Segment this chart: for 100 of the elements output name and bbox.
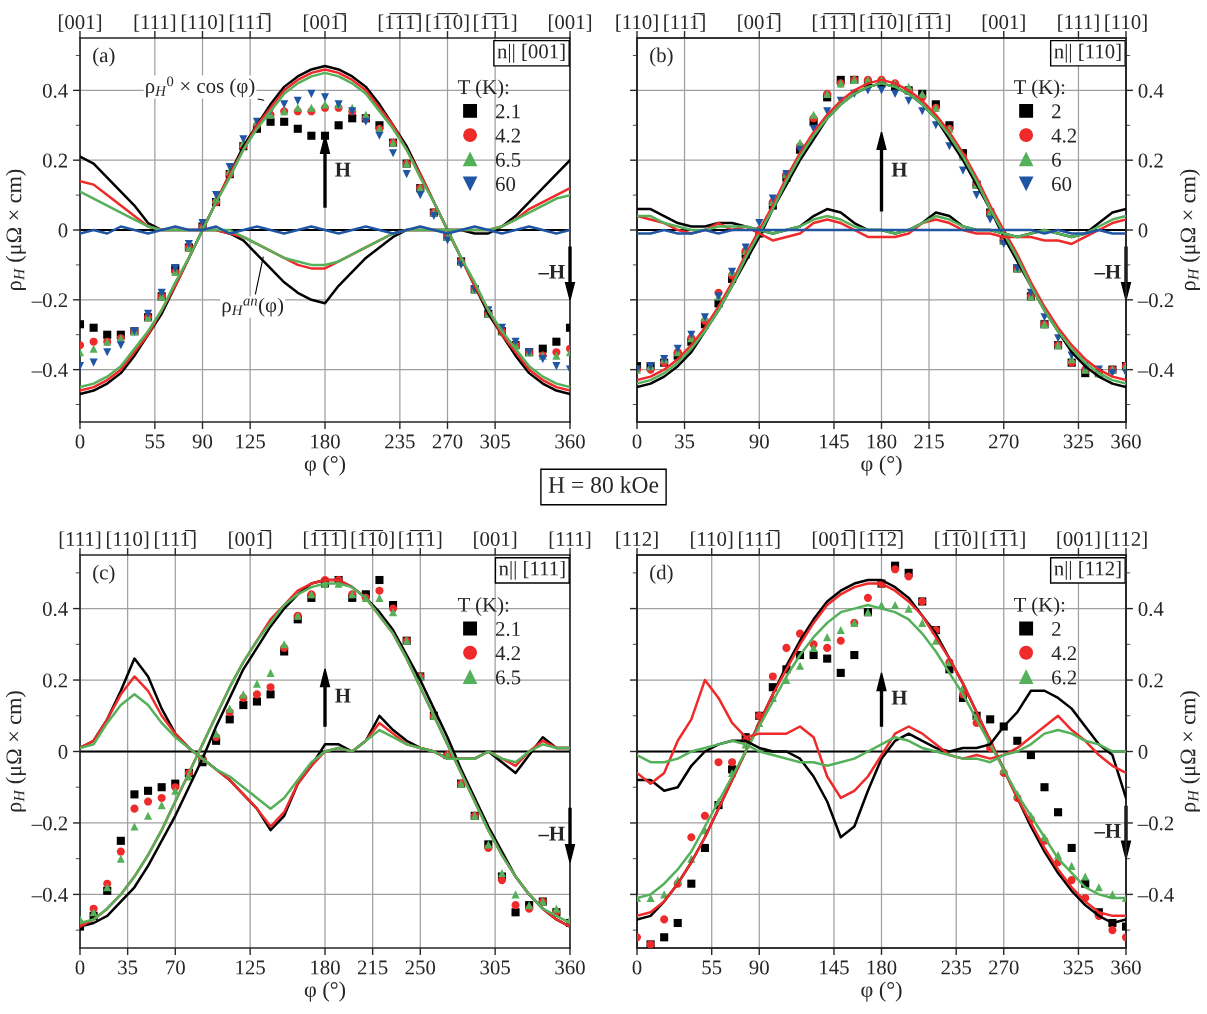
x-tick-label: 90 [749,434,769,449]
text: [1̅1̅1] [474,13,517,32]
x-axis-title: φ (°) [861,981,902,1002]
legend-label: 2.1 [495,621,520,637]
text: [111̅] [229,13,271,32]
x-tick-label: 270 [432,434,463,449]
text: [1̅1̅0] [351,529,394,549]
annotation: (d) [650,564,673,584]
y2-tick-label: –0.4 [1137,887,1174,902]
text: [1̅1̅1] [908,13,951,32]
text: [1̅1̅0] [935,529,978,549]
y2-tick-label: –0.4 [1137,363,1174,378]
text: [111̅] [155,529,196,549]
annotation: (a) [93,47,115,67]
x-tick-label: 360 [1111,960,1141,975]
text: [110] [1105,14,1147,32]
x-tick-label: 90 [749,960,769,975]
text: [111] [134,14,176,32]
x-tick-label: 35 [118,960,138,975]
y-tick-label: 0 [58,744,68,759]
x-tick-label: 270 [989,960,1019,975]
x-tick-label: 70 [166,960,185,975]
annotation: –H [1094,824,1121,838]
text: [001] [548,14,592,32]
text: [001̅] [812,529,855,549]
x-tick-label: 360 [555,434,585,449]
text: [001] [58,14,102,32]
x-tick-label: 250 [405,960,436,975]
x-tick-label: 180 [311,434,340,449]
text: [1̅1̅1̅] [378,13,421,32]
annotation: H [891,162,908,177]
y-tick-label: 0.4 [42,83,68,98]
text: [111] [59,531,101,549]
legend-label: 2 [1052,104,1061,119]
x-tick-label: 270 [989,434,1019,449]
x-tick-label: 180 [311,960,340,975]
annotation: –H [1094,264,1121,279]
x-tick-label: 145 [820,960,849,975]
text: [1̅1̅0] [860,13,903,32]
annotation: –H [538,264,565,279]
y2-tick-label: 0 [1138,744,1148,759]
legend-label: 60 [1052,176,1072,192]
x-axis-title: φ (°) [304,981,346,1002]
x-tick-label: 180 [867,960,897,975]
x-tick-label: 125 [236,434,265,449]
y-tick-label: 0.4 [42,601,68,617]
y2-tick-label: –0.2 [1137,816,1174,831]
x-tick-label: 215 [357,960,388,975]
x-tick-label: 145 [820,434,849,449]
annotation: n|| [001] [497,43,565,63]
y-tick-label: –0.4 [31,363,68,378]
y2-axis-title: ρ$_{H}$ (μΩ × cm) [1179,691,1200,812]
x-tick-label: 215 [914,434,944,449]
x-tick-label: 55 [702,960,722,975]
x-tick-label: 180 [867,434,897,449]
y2-tick-label: –0.2 [1137,293,1174,308]
x-tick-label: 360 [555,960,585,975]
text: [110] [107,531,149,549]
y-tick-label: –0.2 [31,816,68,831]
x-tick-label: 325 [1063,960,1094,975]
y2-tick-label: 0 [1138,223,1148,238]
legend-title: T (K): [457,79,509,99]
annotation: (b) [650,47,673,67]
y-axis-title: ρ$_{H}$ (μΩ × cm) [5,169,26,290]
x-axis-title: φ (°) [861,455,902,476]
x-tick-label: 360 [1111,434,1141,449]
text: [1̅1̅1̅] [303,529,347,549]
x-tick-label: 0 [632,960,642,975]
x-tick-label: 0 [75,434,85,449]
y-tick-label: –0.2 [31,293,68,308]
annotation: H [335,688,351,703]
text: [1̅1̅1̅] [812,13,855,32]
legend-label: 60 [495,176,516,192]
text: [001̅] [303,13,347,32]
y-tick-label: 0.2 [42,673,68,688]
x-tick-label: 0 [632,434,642,449]
x-axis-title: φ (°) [304,455,346,476]
y-tick-label: 0.2 [42,153,68,168]
annotation: n|| [111] [499,560,565,580]
legend-label: 2.1 [495,104,520,119]
x-tick-label: 325 [1063,434,1094,449]
legend-label: 6.5 [495,670,521,685]
text: [110] [181,14,224,32]
text: [1̅1̅2̅] [860,529,903,549]
text: [001] [474,531,517,549]
x-tick-label: 235 [941,960,972,975]
x-tick-label: 235 [385,434,415,449]
text: [1̅1̅1] [982,529,1025,549]
text: [001̅] [229,529,272,549]
x-tick-label: 125 [236,960,265,975]
text: [001̅] [738,13,781,32]
text: [112] [1105,531,1147,549]
y-tick-label: 0 [58,223,68,238]
annotation: n|| [112] [1054,560,1121,580]
text: [112] [616,531,658,549]
legend-label: 6.2 [1052,670,1077,685]
annotation: ρ$_{H}$$^{an}$(φ) [222,297,284,317]
y2-tick-label: 0.4 [1138,83,1164,98]
x-tick-label: 305 [480,434,510,449]
text: [111̅] [664,13,705,32]
